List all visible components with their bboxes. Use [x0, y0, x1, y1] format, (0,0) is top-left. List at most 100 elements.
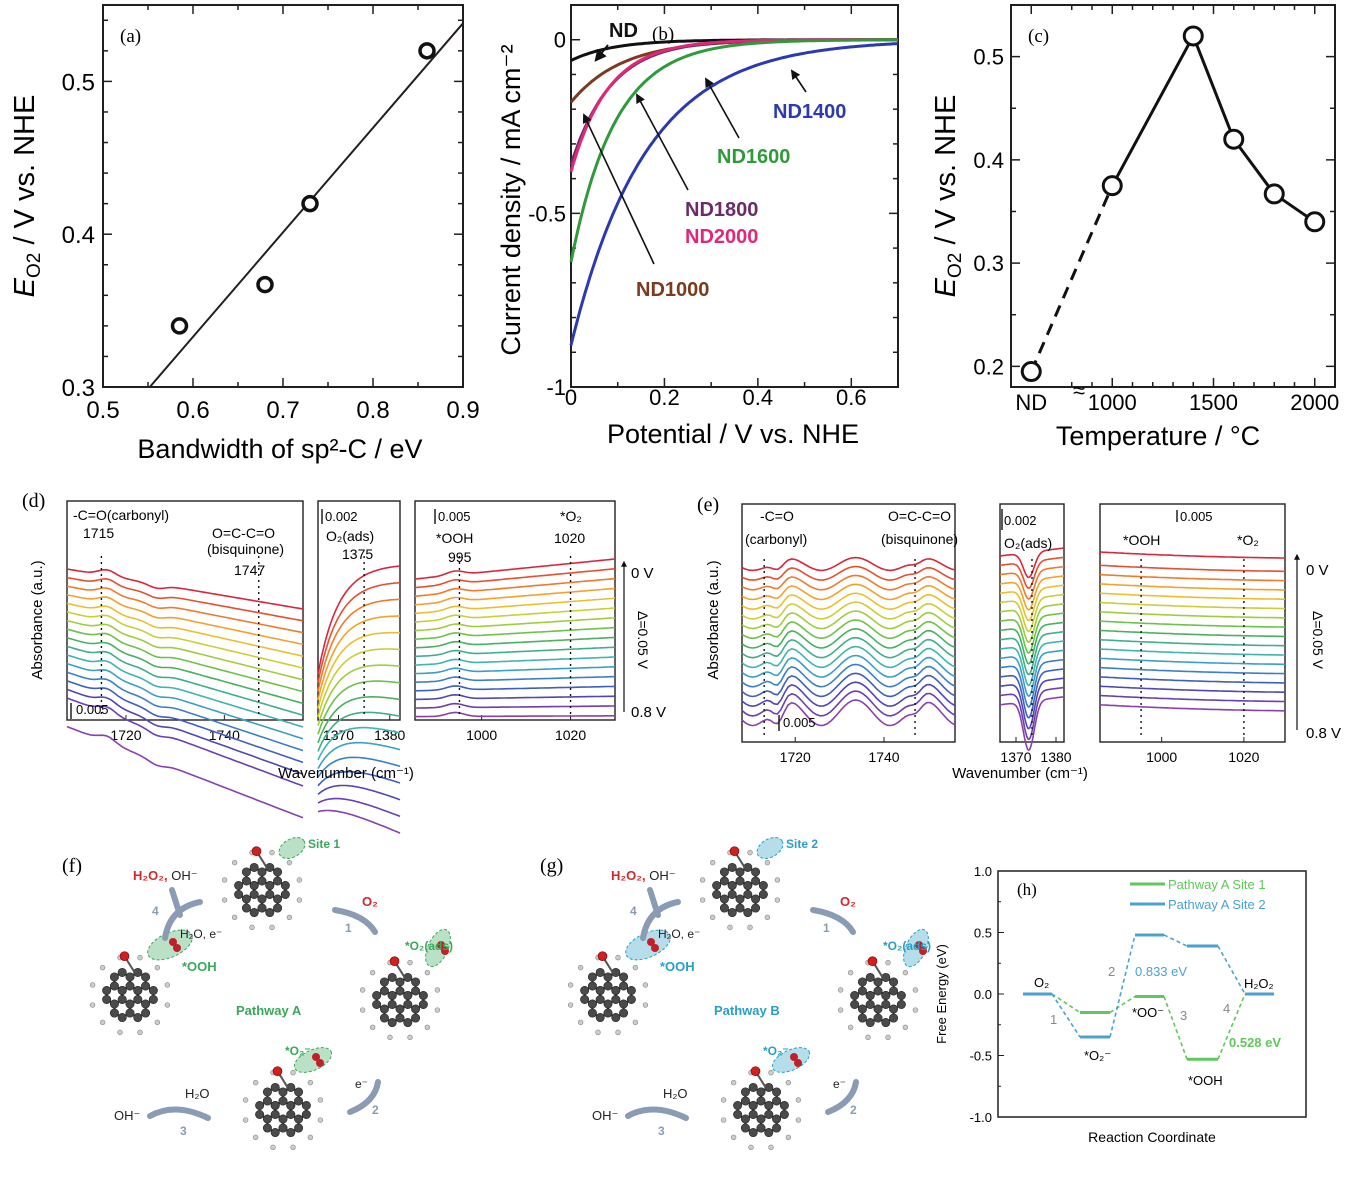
oxygen-atom	[169, 938, 177, 946]
carbon-atom	[881, 1018, 891, 1028]
carbon-atom	[387, 1018, 397, 1028]
hydrogen-atom	[242, 1117, 249, 1123]
molecule-top	[699, 837, 784, 931]
carbon-atom	[611, 967, 621, 977]
spectrum-curve	[1099, 657, 1285, 666]
y-tick-labels: 0.3 0.4 0.5	[62, 69, 95, 402]
x-tick-label: 1380	[374, 727, 405, 743]
state-label-o2: O₂	[1034, 975, 1049, 990]
spectrum-curve	[317, 565, 401, 675]
carbon-atom	[758, 880, 768, 890]
potential-bottom-label: 0.8 V	[631, 704, 666, 721]
hydrogen-atom	[912, 1007, 919, 1013]
carbon-atom	[148, 985, 158, 995]
product-label: H₂O₂, OH⁻	[611, 868, 676, 883]
hydrogen-atom	[221, 877, 228, 883]
data-point	[256, 275, 274, 294]
oxygen-atom	[867, 956, 878, 967]
spectrum-curve	[414, 656, 616, 666]
hydrogen-atom	[768, 1144, 774, 1151]
spectrum-curve	[999, 584, 1065, 622]
spectrum-curve	[414, 636, 616, 649]
carbon-atom	[141, 1008, 151, 1018]
step-number-3: 3	[180, 1124, 187, 1138]
step4-reagent: H₂O, e⁻	[180, 927, 222, 941]
data-point	[1101, 175, 1123, 197]
hydrogen-atom	[642, 982, 649, 988]
carbon-atom	[273, 903, 283, 913]
hydrogen-atom	[748, 1144, 754, 1151]
spectrum-curve	[1099, 601, 1285, 610]
step4-arrow	[162, 899, 203, 941]
spectra-subpanel: 1720 1740	[66, 500, 304, 819]
spectrum-curve	[414, 617, 616, 632]
spectrum-curve	[999, 640, 1065, 687]
oxygen-atom	[389, 956, 400, 967]
carbon-atom	[772, 1087, 782, 1097]
label-nd1000: ND1000	[636, 279, 709, 301]
potential-top-label: 0 V	[631, 565, 654, 582]
hydrogen-atom	[764, 859, 771, 866]
x-axis-label: Temperature / °C	[1056, 421, 1260, 451]
label-nd1600: ND1600	[717, 146, 790, 168]
y-tick-labels: -1.0 -0.5 0.0 0.5 1.0	[970, 864, 992, 1125]
state-label-oo-minus: *OO⁻	[1132, 1005, 1164, 1020]
spectrum-curve	[317, 695, 401, 744]
x-tick-label: 1000	[1088, 390, 1137, 415]
spectrum-curve	[414, 693, 616, 701]
data-point	[418, 42, 436, 60]
hydrogen-atom	[89, 982, 96, 988]
x-tick-label: 1370	[1000, 749, 1031, 765]
spectrum-curve	[999, 603, 1065, 644]
carbon-atom	[418, 990, 428, 1000]
carbon-atom	[133, 1013, 143, 1023]
carbon-atom	[411, 977, 421, 987]
carbon-atom	[619, 972, 629, 982]
hydrogen-atom	[885, 959, 891, 966]
hydrogen-atom	[359, 1007, 366, 1013]
data-point	[1182, 25, 1204, 47]
carbon-atom	[779, 1101, 789, 1111]
peak-value-1375: 1375	[342, 546, 373, 562]
hydrogen-atom	[709, 859, 716, 866]
scale-bar-value: 0.005	[76, 702, 109, 717]
oxygen-atom	[173, 944, 181, 952]
carbon-atom	[719, 867, 729, 877]
carbon-atom	[743, 880, 753, 890]
peak-label-carbonyl-sub: (carbonyl)	[745, 531, 807, 547]
spectrum-curve	[317, 797, 401, 818]
spectrum-curve	[1099, 573, 1285, 582]
spectrum-curve	[414, 577, 616, 597]
spectrum-curve	[317, 664, 401, 726]
hydrogen-atom	[307, 1134, 314, 1141]
carbon-atom	[117, 985, 127, 995]
arrow-nd1000	[582, 113, 655, 265]
panel-label: (c)	[1028, 26, 1049, 47]
carbon-atom	[379, 986, 389, 996]
peak-label-o2ads: O₂(ads)	[1004, 535, 1052, 551]
y-tick-label: 0.0	[974, 987, 992, 1002]
plot-frame	[102, 4, 464, 388]
spectrum-curve	[741, 636, 956, 659]
dashed-segment	[1029, 185, 1114, 373]
peak-value-1747: 1747	[234, 562, 265, 578]
hydrogen-atom	[307, 1079, 314, 1086]
y-axis-label: Free Energy (eV)	[934, 944, 949, 1044]
step-number-4: 4	[1223, 1001, 1230, 1016]
peak-label-o2: *O₂	[560, 508, 582, 524]
hydrogen-atom	[296, 877, 303, 883]
spectrum-curve	[415, 702, 615, 709]
carbon-atom	[735, 903, 745, 913]
potential-bottom-label: 0.8 V	[1306, 725, 1341, 742]
carbon-atom	[234, 880, 244, 890]
carbon-atom	[756, 1087, 766, 1097]
carbon-atom	[603, 972, 613, 982]
spectrum-curve	[414, 666, 616, 675]
carbon-atom	[764, 1082, 774, 1092]
peak-label-bisquinone-sub: (bisquinone)	[881, 531, 958, 547]
spectrum-curve	[741, 592, 956, 611]
carbon-atom	[611, 985, 621, 995]
spectra-subpanel: 1000 1020	[1099, 503, 1286, 765]
y-tick-label: -0.5	[970, 1049, 992, 1064]
x-tick-labels: 0 0.2 0.4 0.6	[565, 385, 867, 410]
